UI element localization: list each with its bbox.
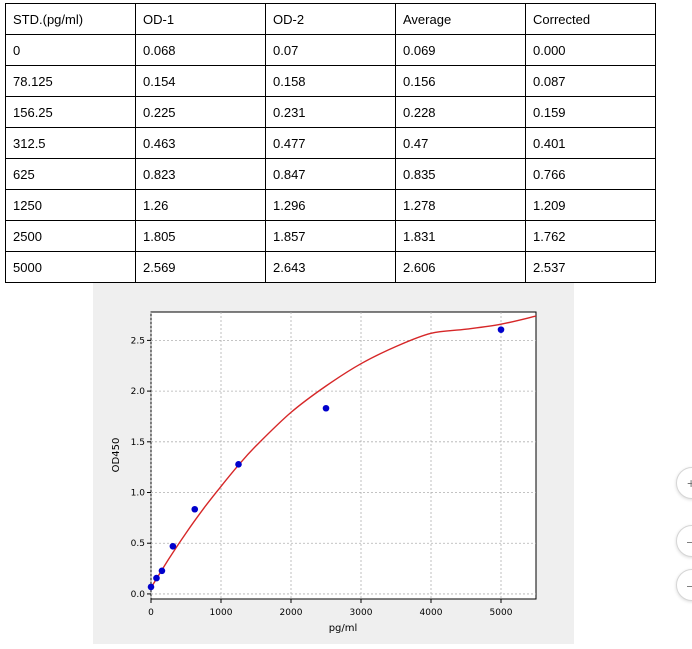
table-cell: 1.805 bbox=[135, 220, 266, 252]
table-cell: 1.831 bbox=[395, 220, 526, 252]
y-tick-label: 2.0 bbox=[131, 387, 146, 397]
zoom-out-button[interactable]: – bbox=[676, 525, 692, 557]
table-cell: 0.766 bbox=[525, 158, 656, 190]
y-tick-label: 1.5 bbox=[131, 438, 145, 448]
data-point bbox=[235, 461, 242, 468]
table-cell: 0.158 bbox=[265, 65, 396, 97]
data-point bbox=[147, 583, 155, 591]
table-cell: 1.857 bbox=[265, 220, 396, 252]
table-cell: 0 bbox=[5, 34, 136, 66]
table-cell: 2.537 bbox=[525, 251, 656, 283]
table-cell: 0.069 bbox=[395, 34, 526, 66]
y-axis-ticks: 0.0 0.5 1.0 1.5 2.0 2.5 bbox=[131, 336, 151, 600]
table-cell: 0.07 bbox=[265, 34, 396, 66]
y-tick-label: 1.0 bbox=[131, 489, 146, 499]
x-axis-label: pg/ml bbox=[329, 623, 358, 634]
table-cell: 1.296 bbox=[265, 189, 396, 221]
table-cell: 2.569 bbox=[135, 251, 266, 283]
data-point bbox=[169, 542, 177, 550]
table-cell: 0.000 bbox=[525, 34, 656, 66]
chart-panel: 0 1000 2000 3000 4000 5000 0.0 0.5 1.0 1.5 2.0 2.5… bbox=[93, 283, 574, 644]
table-cell: 625 bbox=[5, 158, 136, 190]
table-cell: 1.209 bbox=[525, 189, 656, 221]
y-axis-label: OD450 bbox=[111, 438, 122, 473]
table-row: 156.25 0.225 0.231 0.228 0.159 bbox=[5, 96, 656, 128]
x-tick-label: 3000 bbox=[350, 608, 373, 618]
y-tick-label: 0.0 bbox=[131, 590, 146, 600]
standard-curve-chart: 0 1000 2000 3000 4000 5000 0.0 0.5 1.0 1.5 2.0 2.5… bbox=[111, 311, 537, 634]
fit-curve-line bbox=[150, 315, 537, 589]
table-cell: 2.606 bbox=[395, 251, 526, 283]
x-axis-ticks: 0 1000 2000 3000 4000 5000 bbox=[148, 599, 513, 618]
table-cell: 1250 bbox=[5, 189, 136, 221]
column-header: STD.(pg/ml) bbox=[5, 3, 136, 35]
table-row: 2500 1.805 1.857 1.831 1.762 bbox=[5, 220, 656, 252]
y-tick-label: 2.5 bbox=[131, 336, 145, 346]
y-tick-label: 0.5 bbox=[131, 539, 145, 549]
table-row: 625 0.823 0.847 0.835 0.766 bbox=[5, 158, 656, 190]
table-cell: 156.25 bbox=[5, 96, 136, 128]
table-row: 0 0.068 0.07 0.069 0.000 bbox=[5, 34, 656, 66]
table-row: 1250 1.26 1.296 1.278 1.209 bbox=[5, 189, 656, 221]
table-cell: 0.47 bbox=[395, 127, 526, 159]
table-cell: 5000 bbox=[5, 251, 136, 283]
data-point bbox=[497, 326, 505, 333]
table-cell: 1.762 bbox=[525, 220, 656, 252]
collapse-button[interactable]: – bbox=[676, 569, 692, 601]
table-cell: 2500 bbox=[5, 220, 136, 252]
table-cell: 0.068 bbox=[135, 34, 266, 66]
table-cell: 0.401 bbox=[525, 127, 656, 159]
column-header: Average bbox=[395, 3, 526, 35]
table-cell: 78.125 bbox=[5, 65, 136, 97]
data-point bbox=[191, 505, 199, 513]
x-tick-label: 1000 bbox=[210, 608, 233, 618]
zoom-in-button[interactable]: + bbox=[676, 467, 692, 499]
plot-area bbox=[150, 311, 537, 600]
table-cell: 0.159 bbox=[525, 96, 656, 128]
table-cell: 2.643 bbox=[265, 251, 396, 283]
table-row: 5000 2.569 2.643 2.606 2.537 bbox=[5, 251, 656, 283]
data-points bbox=[147, 326, 505, 591]
table-cell: 0.087 bbox=[525, 65, 656, 97]
table-header-row: STD.(pg/ml) OD-1 OD-2 Average Corrected bbox=[5, 3, 656, 35]
table-cell: 1.278 bbox=[395, 189, 526, 221]
standard-curve-table: STD.(pg/ml) OD-1 OD-2 Average Corrected … bbox=[5, 3, 656, 283]
table-cell: 0.225 bbox=[135, 96, 266, 128]
table-cell: 0.847 bbox=[265, 158, 396, 190]
table-cell: 0.823 bbox=[135, 158, 266, 190]
column-header: OD-1 bbox=[135, 3, 266, 35]
table-cell: 0.835 bbox=[395, 158, 526, 190]
data-point bbox=[158, 567, 166, 575]
table-cell: 312.5 bbox=[5, 127, 136, 159]
table-row: 78.125 0.154 0.158 0.156 0.087 bbox=[5, 65, 656, 97]
table-cell: 0.228 bbox=[395, 96, 526, 128]
x-tick-label: 5000 bbox=[490, 608, 513, 618]
table-cell: 0.477 bbox=[265, 127, 396, 159]
x-tick-label: 2000 bbox=[280, 608, 303, 618]
column-header: OD-2 bbox=[265, 3, 396, 35]
table-cell: 0.156 bbox=[395, 65, 526, 97]
column-header: Corrected bbox=[525, 3, 656, 35]
table-row: 312.5 0.463 0.477 0.47 0.401 bbox=[5, 127, 656, 159]
data-point bbox=[322, 404, 330, 412]
table-cell: 0.231 bbox=[265, 96, 396, 128]
table-cell: 0.154 bbox=[135, 65, 266, 97]
x-tick-label: 4000 bbox=[420, 608, 443, 618]
grid-lines bbox=[150, 312, 536, 599]
x-tick-label: 0 bbox=[148, 608, 154, 618]
table-cell: 0.463 bbox=[135, 127, 266, 159]
table-cell: 1.26 bbox=[135, 189, 266, 221]
data-point bbox=[153, 574, 160, 582]
